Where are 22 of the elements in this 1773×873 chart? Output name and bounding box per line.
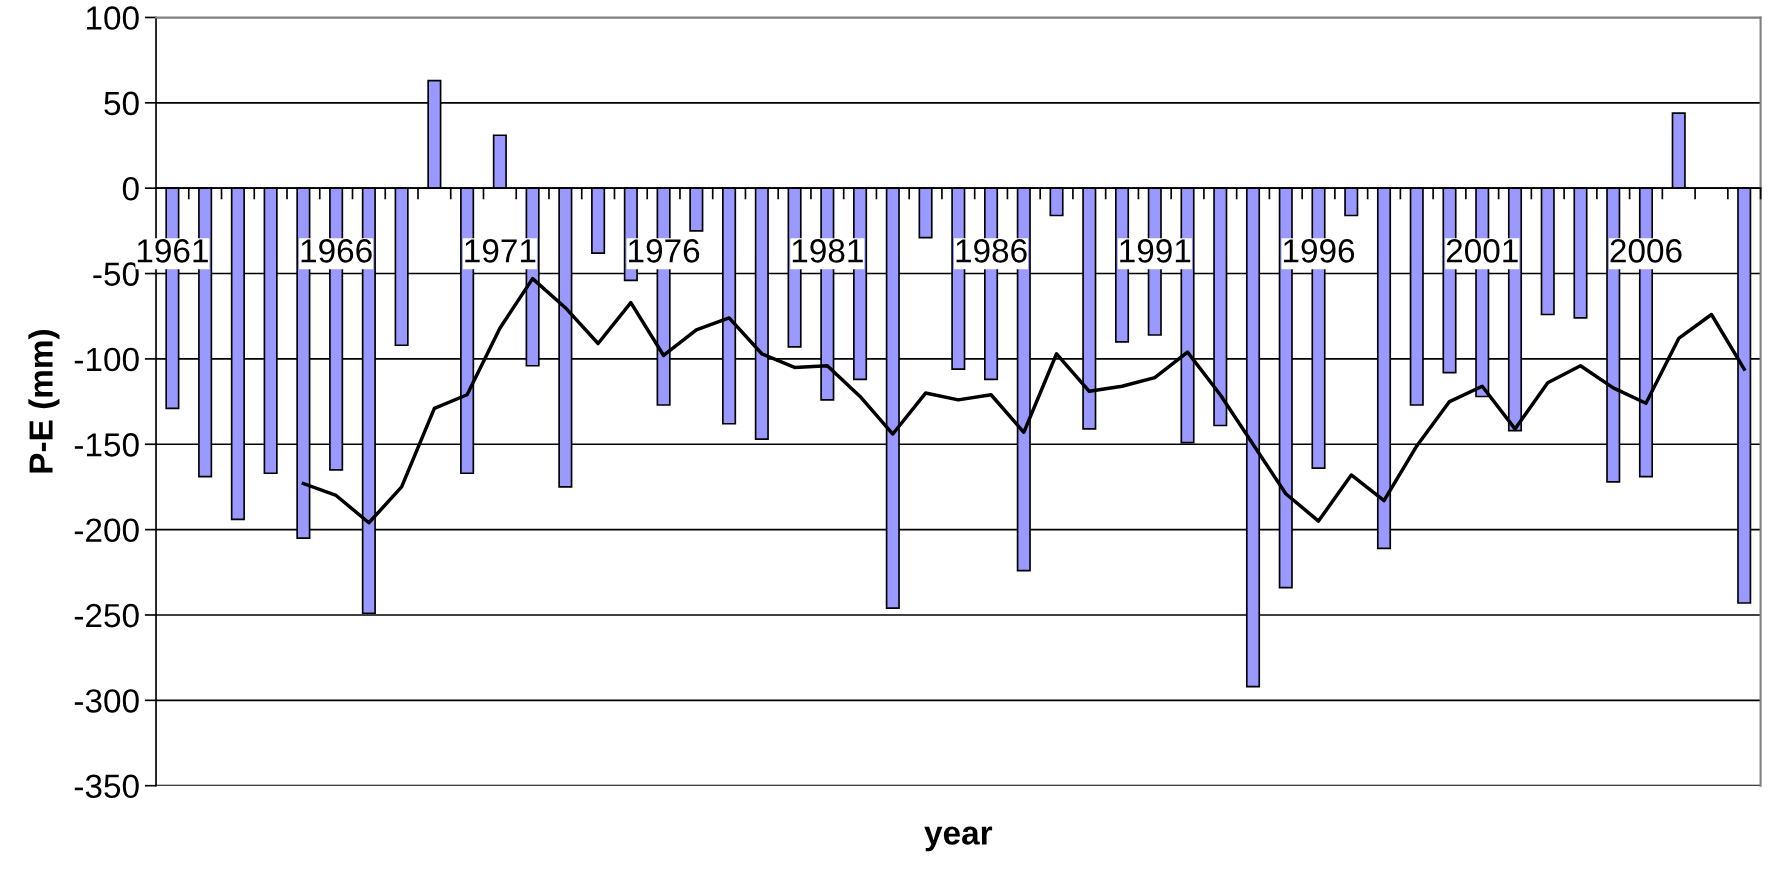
y-tick-label: -150 <box>74 433 139 457</box>
y-tick-label: 0 <box>122 176 139 201</box>
y-axis-title: P-E (mm) <box>28 330 60 473</box>
x-tick-label: 1986 <box>956 239 1027 263</box>
y-tick-label: -350 <box>74 774 139 799</box>
x-tick-label: 1981 <box>792 239 863 263</box>
x-tick-label: 1996 <box>1283 239 1355 263</box>
y-tick-label: 50 <box>104 91 139 116</box>
x-tick-label: 1991 <box>1120 239 1191 263</box>
x-tick-label: 2001 <box>1446 239 1518 263</box>
y-tick-label: -250 <box>74 603 139 628</box>
x-tick-label: 1961 <box>137 239 208 263</box>
x-axis-title: year <box>924 826 993 852</box>
y-tick-label: -300 <box>74 689 139 713</box>
y-tick-label: -200 <box>74 518 139 543</box>
x-tick-label: 1976 <box>629 239 700 263</box>
x-tick-label: 1971 <box>465 239 536 263</box>
y-tick-label: -100 <box>74 347 139 372</box>
y-tick-label: 100 <box>86 6 139 30</box>
x-tick-label: 1966 <box>301 239 372 263</box>
y-tick-label: -50 <box>93 262 139 286</box>
x-tick-label: 2006 <box>1610 239 1682 263</box>
